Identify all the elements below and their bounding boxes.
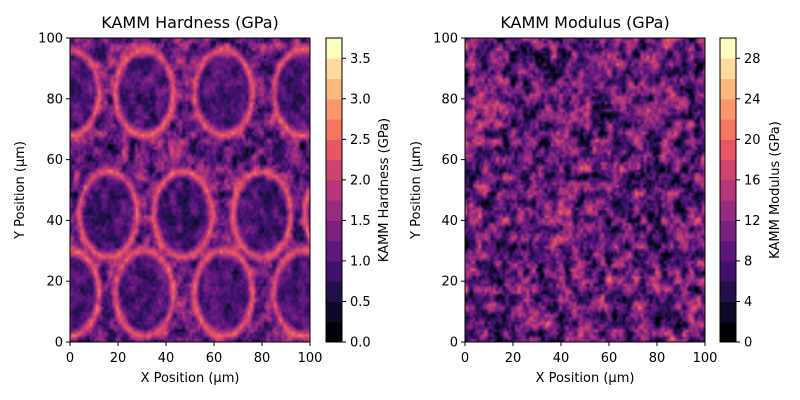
colorbar-level xyxy=(720,220,736,242)
x-tick-label: 100 xyxy=(693,351,718,366)
modulus-y-label: Y Position (μm) xyxy=(409,141,424,240)
colorbar-level xyxy=(326,179,342,201)
colorbar-level xyxy=(720,58,736,80)
x-tick-label: 60 xyxy=(206,351,223,366)
x-tick-label: 40 xyxy=(158,351,175,366)
colorbar-level xyxy=(720,200,736,221)
modulus-panel: KAMM Modulus (GPa) 0 20 40 60 80 100 02040608… xyxy=(409,13,783,386)
colorbar-frame xyxy=(719,37,737,343)
colorbar-level xyxy=(720,321,736,343)
colorbar-tick-label: 20 xyxy=(744,133,761,148)
y-tick-label: 100 xyxy=(433,32,458,47)
colorbar-level xyxy=(720,301,736,323)
hardness-x-ticks: 0 20 40 60 80 100 xyxy=(66,342,323,366)
hardness-panel: KAMM Hardness (GPa) 0 20 40 60 80 100 0 20 40 60… xyxy=(13,13,392,386)
colorbar-level xyxy=(326,260,342,282)
y-tick-label: 100 xyxy=(38,32,63,47)
y-tick-label: 80 xyxy=(441,92,458,107)
modulus-x-ticks: 0 20 40 60 80 100 xyxy=(461,342,718,366)
colorbar-level xyxy=(326,200,342,221)
y-tick-label: 0 xyxy=(55,336,63,351)
colorbar-level xyxy=(720,119,736,140)
colorbar-level xyxy=(720,98,736,120)
x-tick-label: 60 xyxy=(601,351,618,366)
y-tick-label: 60 xyxy=(441,153,458,168)
y-tick-label: 40 xyxy=(441,214,458,229)
hardness-colorbar xyxy=(325,37,343,343)
colorbar-tick-label: 3.0 xyxy=(350,92,371,107)
colorbar-level xyxy=(326,220,342,242)
hardness-colorbar-ticks: 0.0 0.5 1.0 1.5 2.0 2.5 3.0 3.5 xyxy=(342,52,371,351)
colorbar-level xyxy=(326,281,342,302)
x-tick-label: 40 xyxy=(553,351,570,366)
modulus-axes-frame xyxy=(464,37,706,343)
colorbar-level xyxy=(720,78,736,100)
colorbar-level xyxy=(326,321,342,343)
colorbar-level xyxy=(720,281,736,302)
colorbar-level xyxy=(326,240,342,262)
colorbar-level xyxy=(326,58,342,80)
colorbar-tick-label: 8 xyxy=(744,254,752,269)
hardness-colorbar-label: KAMM Hardness (GPa) xyxy=(377,118,392,262)
modulus-heatmap xyxy=(465,38,705,342)
colorbar-level xyxy=(720,260,736,282)
y-tick-label: 20 xyxy=(441,275,458,290)
colorbar-tick-label: 16 xyxy=(744,173,761,188)
colorbar-tick-label: 24 xyxy=(744,92,761,107)
colorbar-tick-label: 0 xyxy=(744,336,752,351)
colorbar-level xyxy=(326,159,342,181)
hardness-y-ticks: 0 20 40 60 80 100 xyxy=(38,32,70,351)
modulus-y-ticks: 0 20 40 60 80 100 xyxy=(433,32,465,351)
colorbar-tick-label: 28 xyxy=(744,52,761,67)
colorbar-level xyxy=(326,119,342,140)
y-tick-label: 20 xyxy=(46,275,63,290)
modulus-x-label: X Position (μm) xyxy=(536,371,635,386)
colorbar-tick-label: 1.0 xyxy=(350,254,371,269)
x-tick-label: 100 xyxy=(298,351,323,366)
colorbar-tick-label: 0.0 xyxy=(350,336,371,351)
colorbar-level xyxy=(326,139,342,161)
x-tick-label: 80 xyxy=(254,351,271,366)
y-tick-label: 0 xyxy=(450,336,458,351)
colorbar-level xyxy=(326,38,342,59)
colorbar-level xyxy=(720,240,736,262)
modulus-colorbar xyxy=(719,37,737,343)
colorbar-level xyxy=(720,38,736,59)
modulus-colorbar-ticks: 0 4 8 12 16 20 24 28 xyxy=(736,52,761,351)
colorbar-level xyxy=(720,139,736,161)
colorbar-tick-label: 2.0 xyxy=(350,173,371,188)
x-tick-label: 20 xyxy=(110,351,127,366)
hardness-axes-frame xyxy=(69,37,311,343)
colorbar-level xyxy=(720,159,736,181)
hardness-y-label: Y Position (μm) xyxy=(13,141,28,240)
colorbar-tick-label: 0.5 xyxy=(350,295,371,310)
colorbar-tick-label: 3.5 xyxy=(350,52,371,67)
x-tick-label: 0 xyxy=(461,351,469,366)
colorbar-tick-label: 2.5 xyxy=(350,133,371,148)
colorbar-frame xyxy=(325,37,343,343)
y-tick-label: 80 xyxy=(46,92,63,107)
hardness-x-label: X Position (μm) xyxy=(141,371,240,386)
modulus-title: KAMM Modulus (GPa) xyxy=(500,13,669,32)
colorbar-level xyxy=(326,78,342,100)
colorbar-level xyxy=(326,301,342,323)
colorbar-level xyxy=(326,98,342,120)
colorbar-tick-label: 12 xyxy=(744,214,761,229)
x-tick-label: 20 xyxy=(505,351,522,366)
hardness-heatmap xyxy=(70,38,310,342)
colorbar-level xyxy=(720,179,736,201)
y-tick-label: 60 xyxy=(46,153,63,168)
x-tick-label: 0 xyxy=(66,351,74,366)
colorbar-tick-label: 1.5 xyxy=(350,214,371,229)
y-tick-label: 40 xyxy=(46,214,63,229)
x-tick-label: 80 xyxy=(649,351,666,366)
hardness-title: KAMM Hardness (GPa) xyxy=(101,13,279,32)
modulus-colorbar-label: KAMM Modulus (GPa) xyxy=(768,121,783,259)
colorbar-tick-label: 4 xyxy=(744,295,752,310)
